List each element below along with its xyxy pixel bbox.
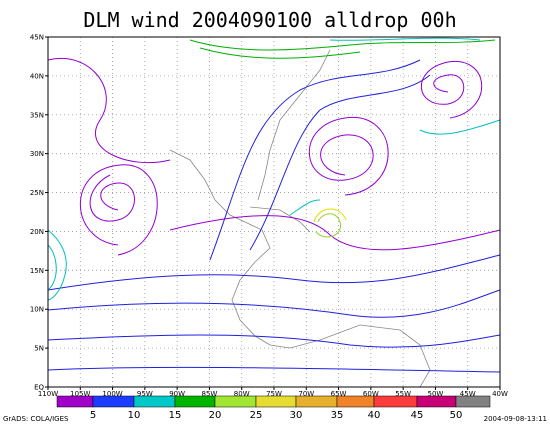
streamline [47, 229, 67, 301]
streamline [315, 213, 341, 238]
axes: 110W 105W 100W 95W 90W 85W 80W 75W 70W 65W 60W 55W 5… [30, 34, 508, 399]
lon-label: 50W [428, 390, 444, 398]
lat-label: 35N [30, 111, 44, 119]
colorbar-label: 15 [169, 410, 182, 421]
streamline [313, 208, 347, 223]
coastline [249, 206, 311, 233]
colorbar-labels: 5 10 15 20 25 30 35 40 45 50 [90, 410, 463, 421]
colorbar-swatch [255, 395, 297, 408]
lat-label: 20N [30, 228, 44, 236]
lon-label: 60W [363, 390, 379, 398]
streamline [289, 199, 321, 216]
colorbar-label: 35 [331, 410, 344, 421]
lat-label: 5N [34, 345, 44, 353]
coastline [257, 49, 331, 201]
lon-label: 105W [70, 390, 90, 398]
colorbar-label: 25 [250, 410, 263, 421]
streamline [47, 254, 501, 291]
colorbar-swatch [92, 395, 135, 408]
colorbar-label: 50 [450, 410, 463, 421]
colorbar-swatch [455, 395, 491, 408]
coastline [289, 324, 431, 388]
lat-label: 45N [30, 34, 44, 42]
colorbar-label: 40 [368, 410, 381, 421]
lon-label: 75W [266, 390, 282, 398]
coastlines [169, 49, 431, 388]
lat-label: 30N [30, 150, 44, 158]
colorbar-label: 10 [128, 410, 141, 421]
streamline [47, 334, 501, 348]
colorbar-swatch [295, 395, 338, 408]
colorbar-swatch [416, 395, 457, 408]
lon-label: 85W [202, 390, 218, 398]
colorbar-swatch [174, 395, 216, 408]
coastline [169, 149, 291, 349]
streamline [420, 60, 483, 119]
colorbar-swatch [133, 395, 176, 408]
lon-label: 95W [137, 390, 153, 398]
colorbar-swatch [56, 395, 94, 408]
lon-label: 65W [331, 390, 347, 398]
lon-label: 45W [460, 390, 476, 398]
lon-label: 100W [102, 390, 122, 398]
colorbar [56, 395, 491, 408]
colorbar-swatch [336, 395, 375, 408]
lon-label: 90W [169, 390, 185, 398]
streamline [209, 59, 421, 261]
lat-label: EQ [34, 384, 44, 392]
lon-label: 110W [38, 390, 58, 398]
colorbar-label: 45 [411, 410, 424, 421]
lat-label: 40N [30, 72, 44, 80]
lat-label: 10N [30, 306, 44, 314]
title: DLM wind 2004090100 alldrop 00h [83, 8, 456, 32]
streamline [308, 117, 389, 196]
streamline [169, 215, 501, 251]
lon-label: 80W [234, 390, 250, 398]
streamline [419, 119, 501, 135]
streamline [329, 37, 481, 41]
lon-label: 40W [492, 390, 508, 398]
streamlines [47, 37, 501, 373]
streamline [47, 58, 171, 164]
streamline [189, 39, 496, 51]
streamline [249, 74, 431, 251]
lon-label: 70W [298, 390, 314, 398]
colorbar-label: 30 [290, 410, 303, 421]
colorbar-label: 5 [90, 410, 96, 421]
streamline [47, 289, 501, 318]
colorbar-swatch [373, 395, 418, 408]
streamline [47, 244, 57, 291]
streamline [47, 366, 501, 373]
streamline [199, 47, 361, 59]
colorbar-label: 20 [209, 410, 222, 421]
footer-right: 2004-09-08-13:11 [484, 415, 547, 423]
footer-left: GrADS: COLA/IGES [3, 415, 69, 423]
colorbar-swatch [214, 395, 257, 408]
lat-label: 25N [30, 189, 44, 197]
streamline [79, 164, 158, 256]
streamline [89, 174, 135, 222]
lat-label: 15N [30, 267, 44, 275]
lon-label: 55W [395, 390, 411, 398]
